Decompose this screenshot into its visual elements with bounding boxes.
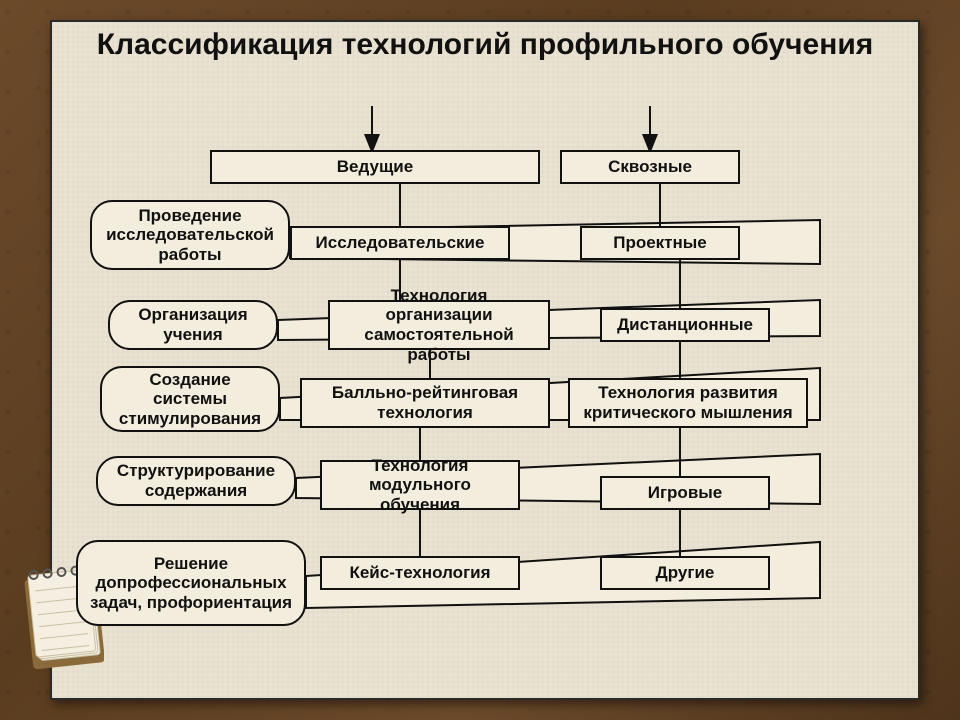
callout-c4: Структурирование содержания <box>96 456 296 506</box>
callout-c3: Создание системы стимулирования <box>100 366 280 432</box>
box-research: Исследовательские <box>290 226 510 260</box>
box-distance: Дистанционные <box>600 308 770 342</box>
box-critthink: Технология развития критического мышлени… <box>568 378 808 428</box>
callout-c5: Решение допрофессиональных задач, профор… <box>76 540 306 626</box>
box-other: Другие <box>600 556 770 590</box>
box-module: Технология модульного обучения <box>320 460 520 510</box>
box-through: Сквозные <box>560 150 740 184</box>
box-project: Проектные <box>580 226 740 260</box>
box-leading: Ведущие <box>210 150 540 184</box>
box-casetech: Кейс-технология <box>320 556 520 590</box>
stage: Классификация технологий профильного обу… <box>0 0 960 720</box>
box-rating: Балльно-рейтинговая технология <box>300 378 550 428</box>
box-selfwork: Технология организации самостоятельной р… <box>328 300 550 350</box>
callout-c2: Организация учения <box>108 300 278 350</box>
callout-c1: Проведение исследовательской работы <box>90 200 290 270</box>
box-gaming: Игровые <box>600 476 770 510</box>
diagram-title: Классификация технологий профильного обу… <box>90 28 880 63</box>
